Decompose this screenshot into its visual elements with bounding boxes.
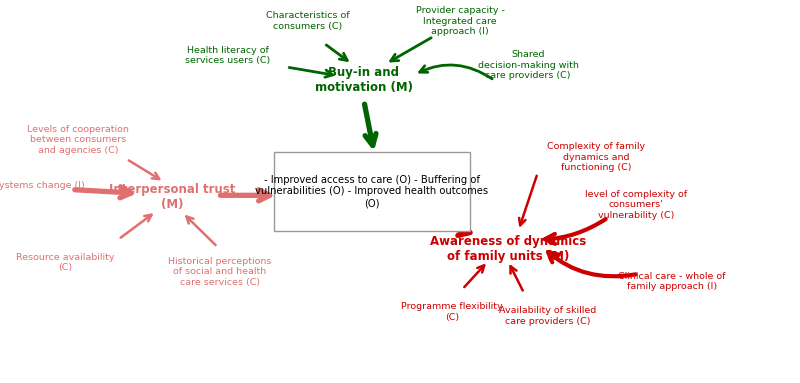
Text: Shared
decision-making with
care providers (C): Shared decision-making with care provide… xyxy=(478,50,578,80)
Text: Programme flexibility
(C): Programme flexibility (C) xyxy=(401,303,503,322)
Text: Historical perceptions
of social and health
care services (C): Historical perceptions of social and hea… xyxy=(168,257,272,287)
Text: Clinical care - whole of
family approach (I): Clinical care - whole of family approach… xyxy=(618,272,726,291)
Text: Levels of cooperation
between consumers
and agencies (C): Levels of cooperation between consumers … xyxy=(27,125,130,155)
Text: Availability of skilled
care providers (C): Availability of skilled care providers (… xyxy=(499,306,597,326)
Text: Health literacy of
services users (C): Health literacy of services users (C) xyxy=(186,46,270,65)
Text: Provider capacity -
Integrated care
approach (I): Provider capacity - Integrated care appr… xyxy=(415,6,505,36)
FancyBboxPatch shape xyxy=(274,152,470,231)
Text: Characteristics of
consumers (C): Characteristics of consumers (C) xyxy=(266,11,350,31)
Text: level of complexity of
consumers'
vulnerability (C): level of complexity of consumers' vulner… xyxy=(585,190,687,220)
Text: Interpersonal trust
(M): Interpersonal trust (M) xyxy=(109,183,235,211)
Text: Systems change (I): Systems change (I) xyxy=(0,181,84,190)
Text: Awareness of dynamics
of family units (M): Awareness of dynamics of family units (M… xyxy=(430,235,586,263)
Text: Resource availability
(C): Resource availability (C) xyxy=(16,253,115,272)
Text: Complexity of family
dynamics and
functioning (C): Complexity of family dynamics and functi… xyxy=(547,142,645,172)
Text: - Improved access to care (O) - Buffering of
vulnerabilities (O) - Improved heal: - Improved access to care (O) - Bufferin… xyxy=(255,175,489,208)
Text: Buy-in and
motivation (M): Buy-in and motivation (M) xyxy=(315,66,413,95)
